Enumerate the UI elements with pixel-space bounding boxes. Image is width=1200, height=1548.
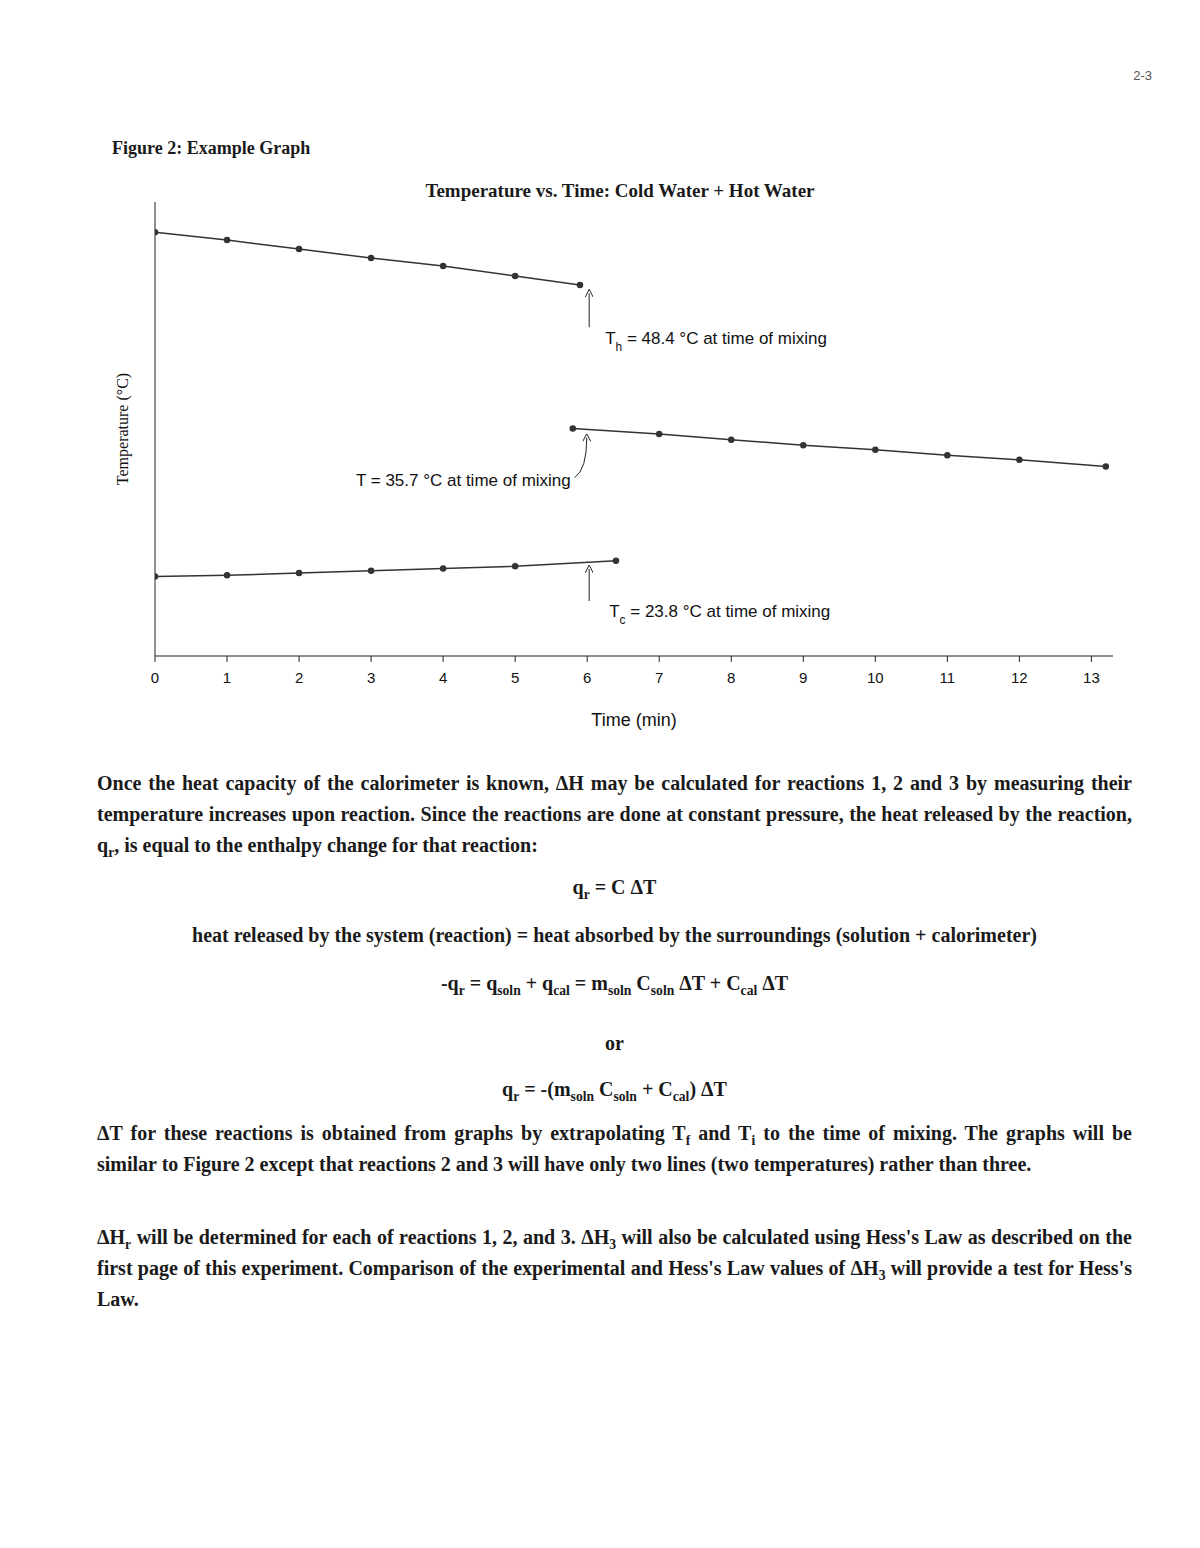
html-text:-qr= qsoln+ qcal= msolnCsolnΔT: -qr= qsoln+ qcal= msolnCsolnΔT + CcalΔT xyxy=(440,972,789,998)
svg-text:5: 5 xyxy=(511,669,519,686)
svg-text:Tc = 23.8 °C at time of mixing: Tc = 23.8 °C at time of mixing xyxy=(609,602,830,627)
svg-text:13: 13 xyxy=(1083,669,1100,686)
svg-text:1: 1 xyxy=(223,669,231,686)
html-text:qr= -(msolnCsoln+ Ccal) ΔT: qr= -(msolnCsoln+ Ccal) ΔT xyxy=(502,1078,727,1104)
html-text:Once the heat capacity of the: Once the heat capacity of the calorimete… xyxy=(97,772,1132,860)
html-text:qr= C ΔT: qr= C ΔT xyxy=(572,876,657,902)
svg-text:T = 35.7 °C at time of mixing: T = 35.7 °C at time of mixing xyxy=(356,471,571,490)
svg-text:4: 4 xyxy=(439,669,447,686)
svg-text:10: 10 xyxy=(867,669,884,686)
svg-text:0: 0 xyxy=(151,669,159,686)
html-text:Figure 2: Example Graph: Figure 2: Example Graph xyxy=(112,138,311,158)
html-text:2-3: 2-3 xyxy=(1133,68,1152,83)
svg-text:Temperature (°C): Temperature (°C) xyxy=(114,373,132,485)
html-text:Temperature vs. Time: Cold Wat: Temperature vs. Time: Cold Water + Hot W… xyxy=(425,180,815,201)
svg-text:Time (min): Time (min) xyxy=(591,710,676,730)
html-text:or: or xyxy=(605,1032,624,1054)
svg-text:11: 11 xyxy=(940,669,956,686)
html-text:ΔHrwill be determined for each: ΔHrwill be determined for each of reacti… xyxy=(97,1226,1132,1310)
svg-text:Th = 48.4 °C at time of mixing: Th = 48.4 °C at time of mixing xyxy=(605,329,827,354)
svg-text:2: 2 xyxy=(295,669,303,686)
svg-text:9: 9 xyxy=(799,669,807,686)
svg-text:12: 12 xyxy=(1011,669,1028,686)
html-text:heat released by the system (r: heat released by the system (reaction) =… xyxy=(192,924,1037,946)
svg-text:7: 7 xyxy=(655,669,663,686)
svg-text:6: 6 xyxy=(583,669,591,686)
svg-text:8: 8 xyxy=(727,669,735,686)
svg-text:3: 3 xyxy=(367,669,375,686)
html-text:ΔT for these reactions is obta: ΔT for these reactions is obtained from … xyxy=(97,1122,1132,1175)
